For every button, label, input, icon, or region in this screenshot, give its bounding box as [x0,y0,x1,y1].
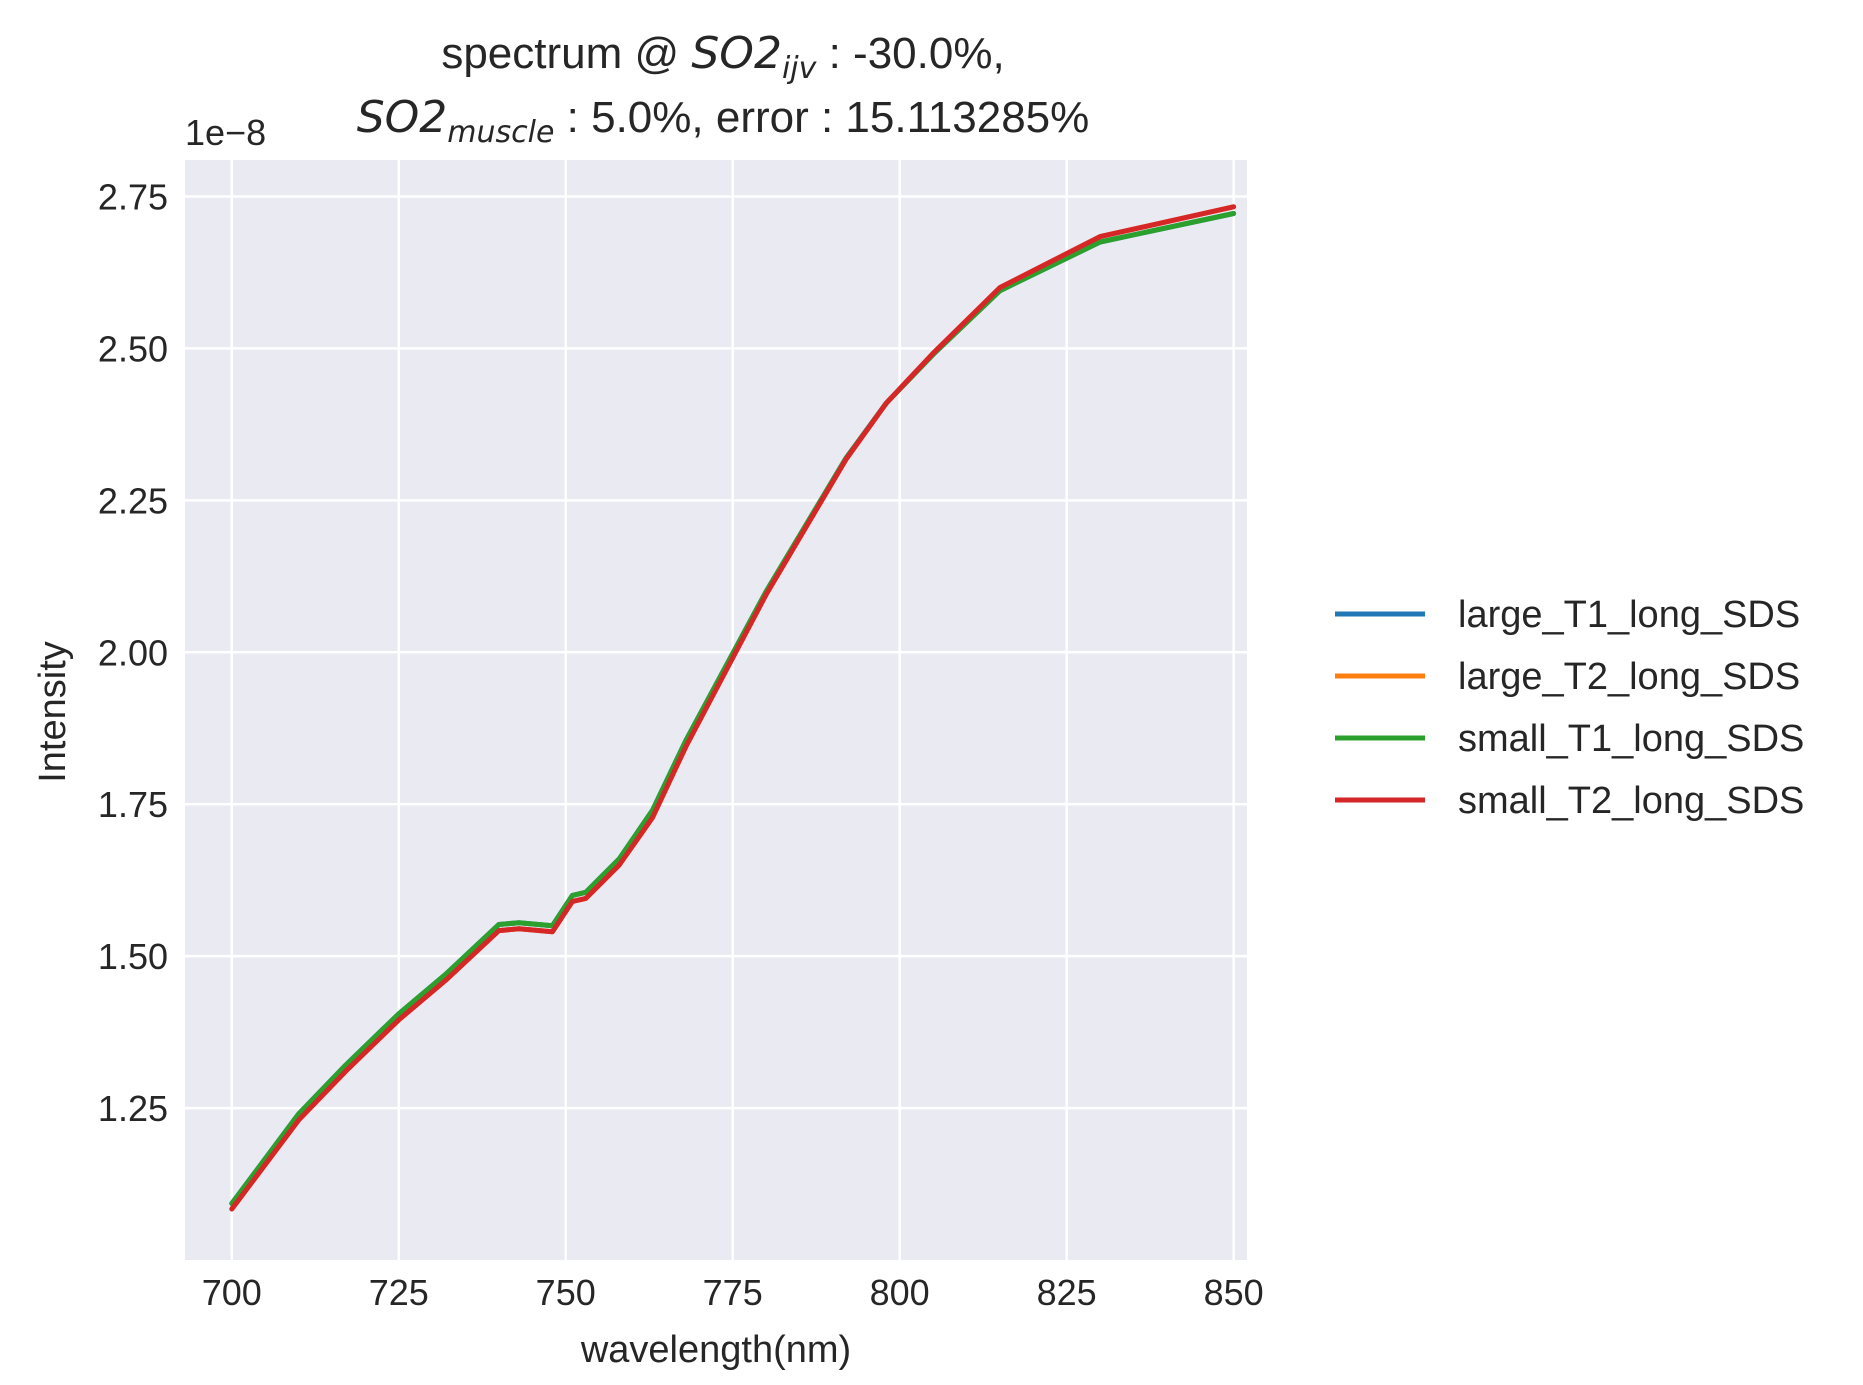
y-tick-label: 1.50 [98,936,168,977]
y-tick-label: 2.00 [98,632,168,673]
title-line2-symbol: SO2 [357,92,448,143]
chart-title-line2: SO2muscle : 5.0%, error : 15.113285% [357,92,1090,150]
legend-label-large_T1_long_SDS: large_T1_long_SDS [1458,594,1800,636]
y-axis-label: Intensity [32,641,74,783]
y-tick-labels: 1.25 1.50 1.75 2.00 2.25 2.50 2.75 [98,176,168,1129]
y-tick-label: 2.25 [98,480,168,521]
x-tick-label: 700 [202,1272,262,1313]
title-line2-subscript: muscle [447,115,554,150]
y-offset-label: 1e−8 [185,112,266,153]
x-tick-label: 850 [1204,1272,1264,1313]
x-tick-label: 775 [703,1272,763,1313]
legend: large_T1_long_SDS large_T2_long_SDS small_… [1335,594,1804,822]
x-tick-labels: 700 725 750 775 800 825 850 [202,1272,1264,1313]
plot-area [185,160,1247,1260]
title-line2-suffix: : 5.0%, error : 15.113285% [554,93,1089,142]
y-tick-label: 2.75 [98,176,168,217]
legend-label-large_T2_long_SDS: large_T2_long_SDS [1458,656,1800,698]
y-tick-label: 1.25 [98,1088,168,1129]
title-line1-suffix: : -30.0%, [816,29,1004,78]
chart-title-line1: spectrum @ SO2ijv : -30.0%, [441,28,1004,86]
y-tick-label: 2.50 [98,328,168,369]
grid-lines [185,160,1247,1260]
series-lines [229,204,1237,1212]
title-line1-subscript: ijv [782,51,818,86]
x-tick-label: 725 [369,1272,429,1313]
x-axis-label: wavelength(nm) [580,1329,851,1371]
title-line1-prefix: spectrum @ [441,29,691,78]
x-tick-label: 750 [536,1272,596,1313]
x-tick-label: 800 [870,1272,930,1313]
legend-label-small_T2_long_SDS: small_T2_long_SDS [1458,780,1804,822]
x-tick-label: 825 [1037,1272,1097,1313]
series-line-small_T2_long_SDS [229,204,1237,1212]
legend-label-small_T1_long_SDS: small_T1_long_SDS [1458,718,1804,760]
y-tick-label: 1.75 [98,784,168,825]
title-line1-symbol: SO2 [691,28,782,79]
